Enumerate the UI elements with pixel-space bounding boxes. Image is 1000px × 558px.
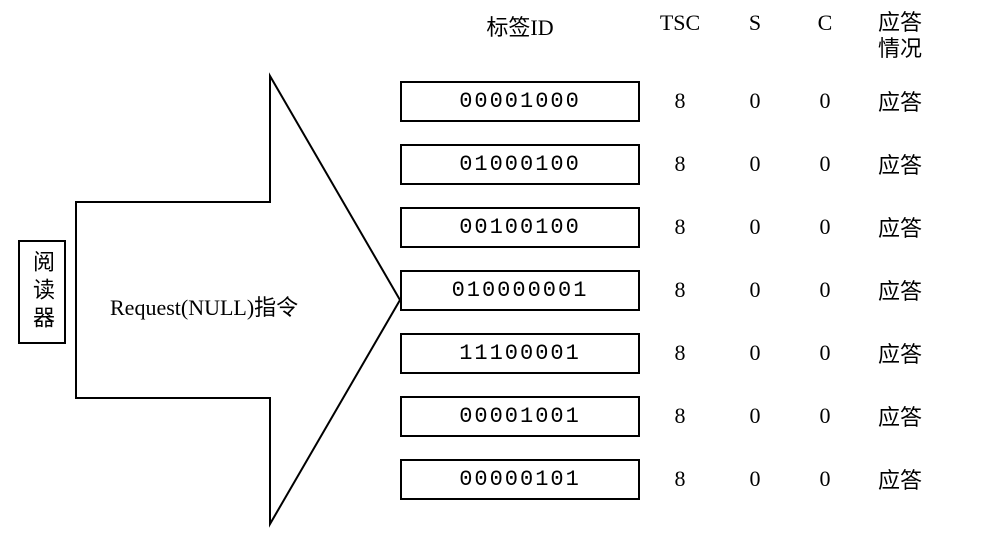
tsc-cell: 8 xyxy=(640,88,720,114)
table-row: 00001001800应答 xyxy=(400,396,980,437)
tag-id-cell: 00100100 xyxy=(400,207,640,248)
resp-cell: 应答 xyxy=(860,148,940,180)
table-row: 010000001800应答 xyxy=(400,270,980,311)
table-body: 00001000800应答01000100800应答00100100800应答0… xyxy=(400,81,980,500)
tag-table: 标签ID TSC S C 应答 情况 00001000800应答01000100… xyxy=(400,10,980,522)
resp-cell: 应答 xyxy=(860,211,940,243)
s-cell: 0 xyxy=(720,214,790,240)
reader-box: 阅读器 xyxy=(18,240,66,344)
header-id: 标签ID xyxy=(400,10,640,63)
table-row: 00100100800应答 xyxy=(400,207,980,248)
tsc-cell: 8 xyxy=(640,403,720,429)
header-tsc: TSC xyxy=(640,10,720,63)
tsc-cell: 8 xyxy=(640,466,720,492)
s-cell: 0 xyxy=(720,277,790,303)
tag-id-cell: 00001001 xyxy=(400,396,640,437)
s-cell: 0 xyxy=(720,466,790,492)
c-cell: 0 xyxy=(790,277,860,303)
resp-cell: 应答 xyxy=(860,400,940,432)
table-row: 11100001800应答 xyxy=(400,333,980,374)
s-cell: 0 xyxy=(720,88,790,114)
arrow-label: Request(NULL)指令 xyxy=(110,290,298,322)
resp-cell: 应答 xyxy=(860,463,940,495)
s-cell: 0 xyxy=(720,340,790,366)
tag-id-cell: 01000100 xyxy=(400,144,640,185)
s-cell: 0 xyxy=(720,151,790,177)
table-header: 标签ID TSC S C 应答 情况 xyxy=(400,10,980,63)
c-cell: 0 xyxy=(790,88,860,114)
tag-id-cell: 00000101 xyxy=(400,459,640,500)
c-cell: 0 xyxy=(790,466,860,492)
tag-id-cell: 010000001 xyxy=(400,270,640,311)
c-cell: 0 xyxy=(790,340,860,366)
tsc-cell: 8 xyxy=(640,214,720,240)
tsc-cell: 8 xyxy=(640,340,720,366)
tag-id-cell: 11100001 xyxy=(400,333,640,374)
tsc-cell: 8 xyxy=(640,277,720,303)
c-cell: 0 xyxy=(790,214,860,240)
header-resp: 应答 情况 xyxy=(860,10,940,63)
diagram-container: 阅读器 Request(NULL)指令 标签ID TSC S C 应答 情况 0… xyxy=(20,20,980,538)
tsc-cell: 8 xyxy=(640,151,720,177)
table-row: 00000101800应答 xyxy=(400,459,980,500)
reader-label: 阅读器 xyxy=(30,250,55,334)
tag-id-cell: 00001000 xyxy=(400,81,640,122)
c-cell: 0 xyxy=(790,151,860,177)
resp-cell: 应答 xyxy=(860,274,940,306)
resp-cell: 应答 xyxy=(860,85,940,117)
c-cell: 0 xyxy=(790,403,860,429)
header-c: C xyxy=(790,10,860,63)
table-row: 00001000800应答 xyxy=(400,81,980,122)
header-s: S xyxy=(720,10,790,63)
resp-cell: 应答 xyxy=(860,337,940,369)
table-row: 01000100800应答 xyxy=(400,144,980,185)
s-cell: 0 xyxy=(720,403,790,429)
